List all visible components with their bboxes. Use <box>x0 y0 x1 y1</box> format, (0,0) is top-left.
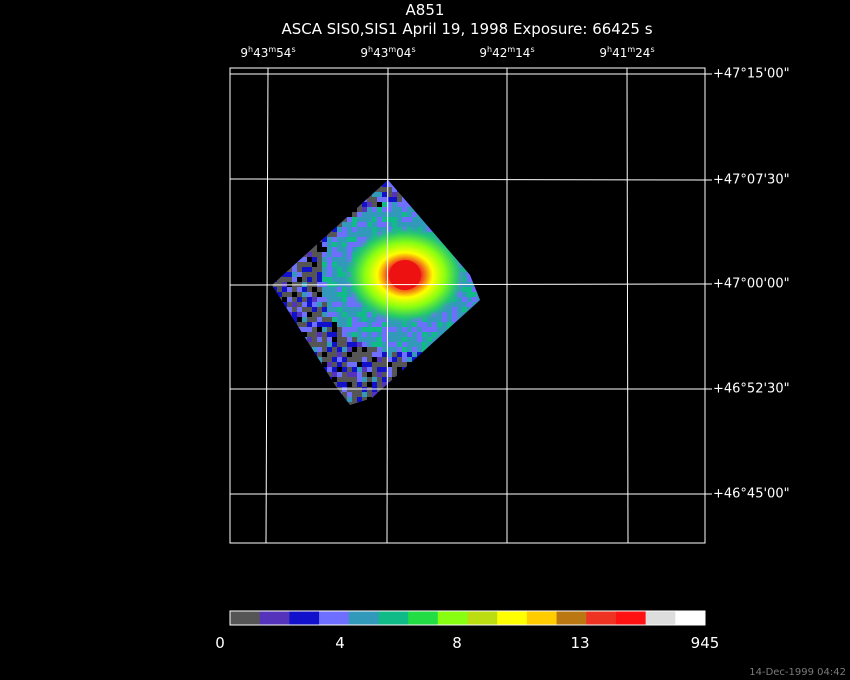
grid-ra-1 <box>265 67 269 544</box>
grid-dec-2 <box>229 178 706 181</box>
colorbar-tick-label: 13 <box>570 634 590 652</box>
colorbar-tick-label: 4 <box>335 634 345 652</box>
dec-ticks <box>705 73 712 495</box>
dec-label-3: +47°00'00" <box>713 276 790 292</box>
colorbar-swatch <box>556 611 587 625</box>
colorbar-swatch <box>467 611 498 625</box>
colorbar-swatch <box>645 611 676 625</box>
dec-label-1: +47°15'00" <box>713 66 790 82</box>
coordinate-grid <box>229 67 706 544</box>
colorbar-swatch <box>348 611 379 625</box>
colorbar-swatch <box>586 611 617 625</box>
colorbar <box>229 610 706 626</box>
colorbar-swatch <box>497 611 528 625</box>
colorbar-border <box>229 610 706 626</box>
colorbar-swatch <box>378 611 409 625</box>
grid-ra-4 <box>626 67 629 544</box>
dec-label-5: +46°45'00" <box>713 486 790 502</box>
dec-label-4: +46°52'30" <box>713 381 790 397</box>
colorbar-swatch <box>289 611 320 625</box>
dec-label-2: +47°07'30" <box>713 172 790 188</box>
grid-dec-3 <box>229 283 706 286</box>
map-title: A851 <box>405 1 445 19</box>
colorbar-swatch <box>526 611 558 625</box>
map-frame <box>229 67 706 544</box>
ra-label-1: 9h43m54s <box>240 45 296 60</box>
colorbar-tick-label: 0 <box>215 634 225 652</box>
ra-label-3: 9h42m14s <box>479 45 535 60</box>
colorbar-swatch <box>319 611 350 625</box>
exposure-field <box>272 180 480 405</box>
colorbar-tick-label: 945 <box>690 634 720 652</box>
ra-label-4: 9h41m24s <box>599 45 655 60</box>
colorbar-swatch <box>408 611 439 625</box>
colorbar-swatch <box>675 611 706 625</box>
colorbar-swatch <box>259 611 290 625</box>
cluster-core <box>389 260 421 290</box>
colorbar-swatch <box>615 611 647 625</box>
timestamp: 14-Dec-1999 04:42 <box>749 667 846 678</box>
colorbar-swatch <box>230 611 261 625</box>
map-subtitle: ASCA SIS0,SIS1 April 19, 1998 Exposure: … <box>281 20 653 38</box>
ra-label-2: 9h43m04s <box>360 45 416 60</box>
colorbar-swatch <box>437 611 468 625</box>
colorbar-tick-label: 8 <box>452 634 462 652</box>
grid-ra-2 <box>386 67 389 544</box>
